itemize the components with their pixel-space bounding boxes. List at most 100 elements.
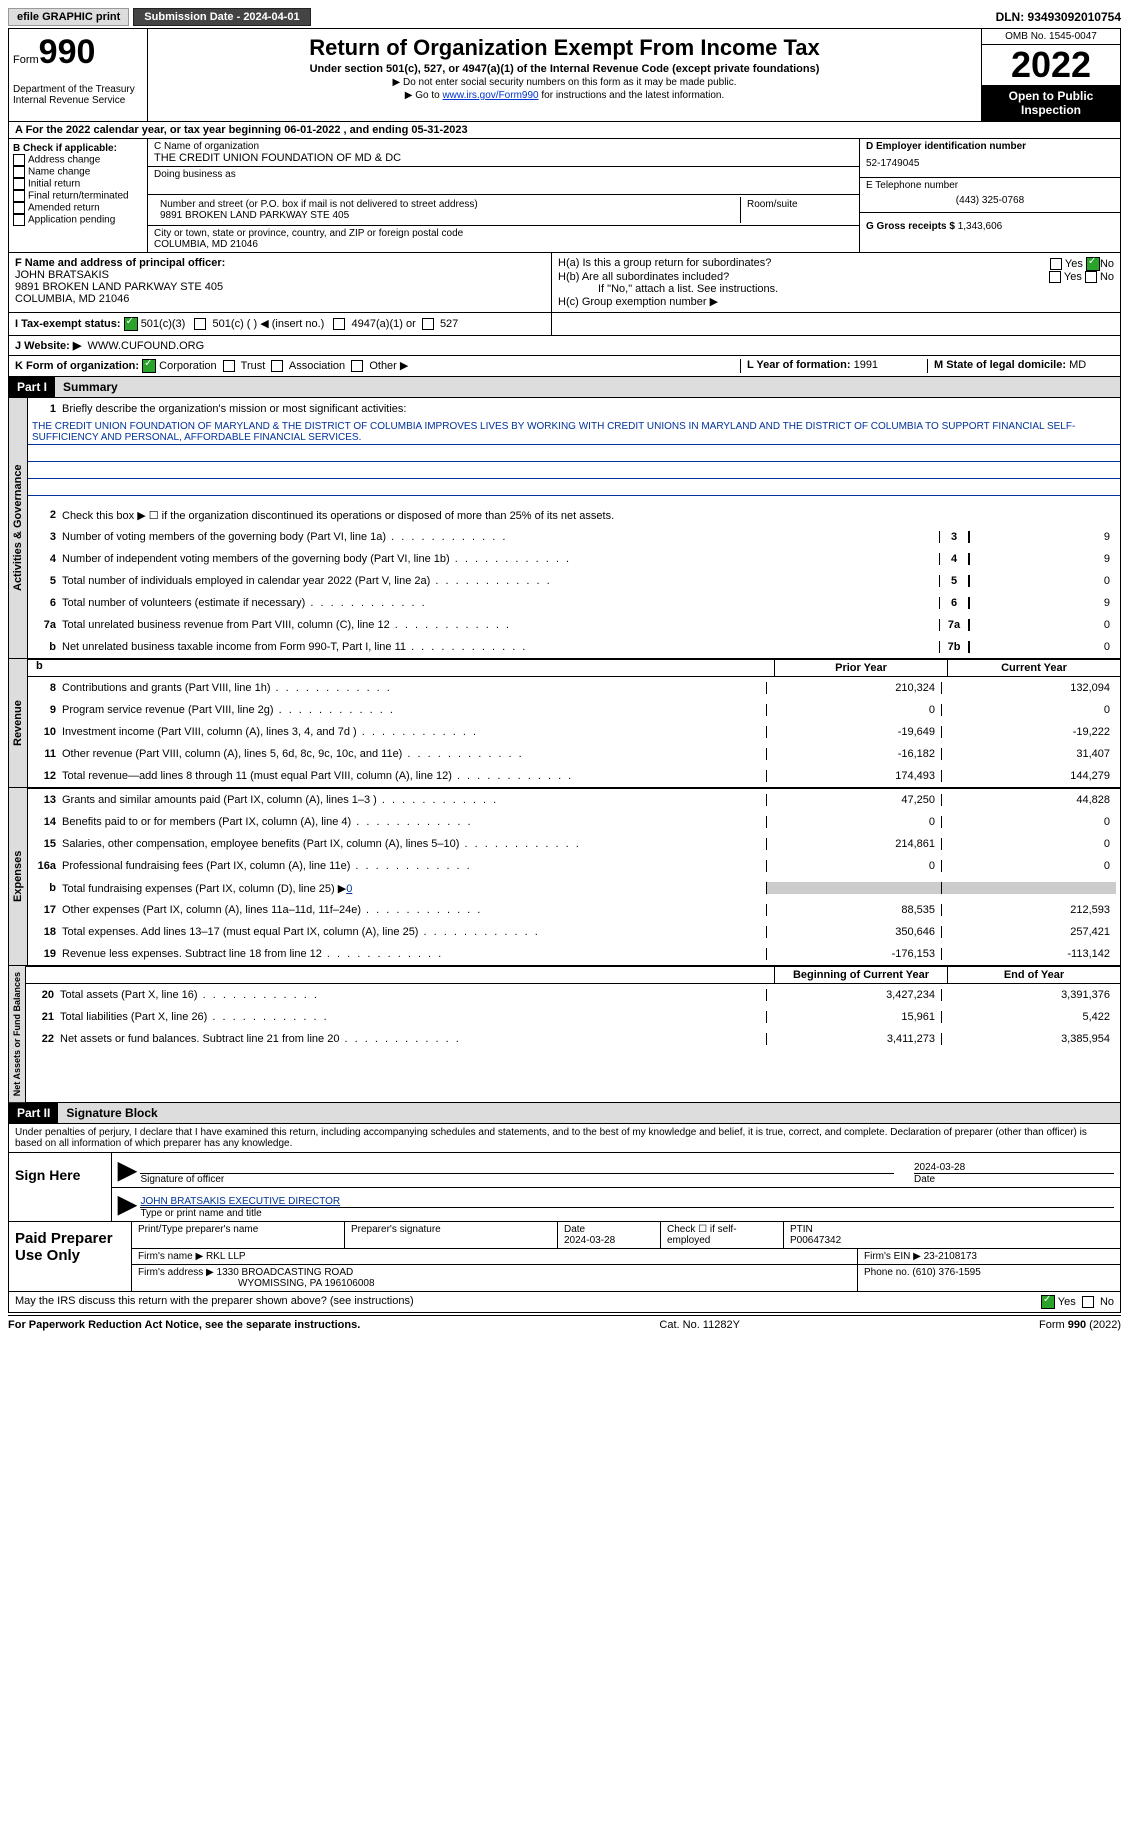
form-label: Form [13,54,39,66]
discuss-yes[interactable] [1041,1295,1055,1309]
prep-date: 2024-03-28 [564,1235,615,1246]
open-inspection-badge: Open to Public Inspection [982,85,1120,121]
side-nafb: Net Assets or Fund Balances [9,966,26,1102]
financial-row: 9Program service revenue (Part VIII, lin… [28,699,1120,721]
side-revenue: Revenue [9,659,28,787]
lbl-527: 527 [440,318,458,330]
l-label: L Year of formation: [747,359,851,371]
website-url: WWW.CUFOUND.ORG [87,340,204,352]
form-footer: Form 990 (2022) [1039,1319,1121,1331]
gross-label: G Gross receipts $ [866,221,955,232]
firm-addr-label: Firm's address ▶ [138,1267,214,1278]
chk-final-return[interactable] [13,190,25,202]
box-f-label: F Name and address of principal officer: [15,257,545,269]
prep-h2: Preparer's signature [345,1222,558,1248]
chk-corp[interactable] [142,359,156,373]
hb-no[interactable] [1085,271,1097,283]
financial-row: 14Benefits paid to or for members (Part … [28,811,1120,833]
m-value: MD [1069,359,1086,371]
lbl-name-change: Name change [28,167,90,178]
col-curr: Current Year [947,660,1120,676]
pra-notice: For Paperwork Reduction Act Notice, see … [8,1319,360,1331]
summary-row: 6Total number of volunteers (estimate if… [28,592,1120,614]
m-label: M State of legal domicile: [934,359,1066,371]
l1-label: Briefly describe the organization's miss… [62,403,1116,415]
prep-h4: Check ☐ if self-employed [661,1222,784,1248]
ha-no[interactable] [1086,257,1100,271]
hb-label: H(b) Are all subordinates included? [558,271,1049,283]
form-number: 990 [39,33,96,71]
side-expenses: Expenses [9,788,28,965]
irs-link[interactable]: www.irs.gov/Form990 [442,90,538,101]
lbl-501c3: 501(c)(3) [141,318,186,330]
financial-row: 17Other expenses (Part IX, column (A), l… [28,899,1120,921]
prep-h3: Date [564,1224,585,1235]
financial-row: 20Total assets (Part X, line 16)3,427,23… [26,984,1120,1006]
chk-assoc[interactable] [271,360,283,372]
room-label: Room/suite [747,199,847,210]
chk-other[interactable] [351,360,363,372]
ha-yes[interactable] [1050,258,1062,270]
officer-addr1: 9891 BROKEN LAND PARKWAY STE 405 [15,281,545,293]
lbl-final-return: Final return/terminated [28,191,129,202]
box-b-label: B Check if applicable: [13,143,143,154]
row-i-label: I Tax-exempt status: [15,318,121,330]
hc-label: H(c) Group exemption number ▶ [558,295,1114,308]
city-value: COLUMBIA, MD 21046 [154,239,853,250]
ein-value: 52-1749045 [866,152,1114,175]
part2-label: Part II [9,1103,58,1123]
chk-initial-return[interactable] [13,178,25,190]
tel-label: E Telephone number [866,180,1114,191]
ha-label: H(a) Is this a group return for subordin… [558,257,1050,271]
side-activities: Activities & Governance [9,398,28,658]
addr-value: 9891 BROKEN LAND PARKWAY STE 405 [160,210,734,221]
part1-title: Summary [55,377,1120,397]
discuss-no[interactable] [1082,1296,1094,1308]
declaration-text: Under penalties of perjury, I declare th… [8,1124,1121,1153]
efile-badge: efile GRAPHIC print [8,8,129,26]
firm-addr1: 1330 BROADCASTING ROAD [217,1267,354,1278]
lbl-4947: 4947(a)(1) or [352,318,416,330]
lbl-app-pending: Application pending [28,215,115,226]
prep-h1: Print/Type preparer's name [132,1222,345,1248]
chk-app-pending[interactable] [13,214,25,226]
col-begin: Beginning of Current Year [774,967,947,983]
firm-name-label: Firm's name ▶ [138,1251,203,1262]
financial-row: 18Total expenses. Add lines 13–17 (must … [28,921,1120,943]
chk-4947[interactable] [333,318,345,330]
summary-row: 4Number of independent voting members of… [28,548,1120,570]
summary-row: 5Total number of individuals employed in… [28,570,1120,592]
chk-501c[interactable] [194,318,206,330]
financial-row: bTotal fundraising expenses (Part IX, co… [28,877,1120,899]
officer-addr2: COLUMBIA, MD 21046 [15,293,545,305]
chk-501c3[interactable] [124,317,138,331]
hb-yes[interactable] [1049,271,1061,283]
submission-date: Submission Date - 2024-04-01 [133,8,310,26]
chk-name-change[interactable] [13,166,25,178]
paid-preparer-label: Paid Preparer Use Only [9,1222,131,1291]
financial-row: 15Salaries, other compensation, employee… [28,833,1120,855]
prep-h5: PTIN [790,1224,813,1235]
l2-text: Check this box ▶ ☐ if the organization d… [62,509,1116,522]
hb-yes-lbl: Yes [1064,271,1082,283]
phone-label: Phone no. [864,1267,910,1278]
financial-row: 19Revenue less expenses. Subtract line 1… [28,943,1120,965]
officer-name: JOHN BRATSAKIS [15,269,545,281]
dln: DLN: 93493092010754 [996,10,1121,24]
arrow-icon-2: ▶ [118,1190,136,1219]
addr-label: Number and street (or P.O. box if mail i… [160,199,734,210]
tel-value: (443) 325-0768 [866,191,1114,210]
discuss-no-lbl: No [1100,1296,1114,1308]
chk-527[interactable] [422,318,434,330]
tax-year: 2022 [982,45,1120,85]
gross-value: 1,343,606 [958,221,1003,232]
chk-address-change[interactable] [13,154,25,166]
chk-trust[interactable] [223,360,235,372]
name-label: C Name of organization [154,141,853,152]
ha-no-lbl: No [1100,258,1114,270]
summary-row: 3Number of voting members of the governi… [28,526,1120,548]
chk-amended[interactable] [13,202,25,214]
city-label: City or town, state or province, country… [154,228,853,239]
page-title: Return of Organization Exempt From Incom… [152,35,977,61]
discuss-text: May the IRS discuss this return with the… [15,1295,414,1307]
